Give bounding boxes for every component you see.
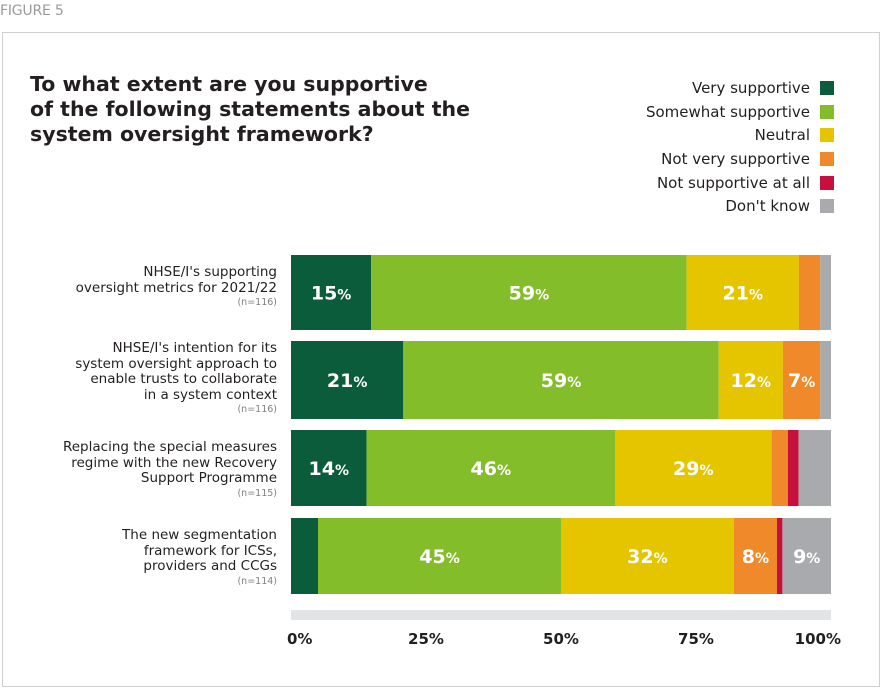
bar-segment	[318, 518, 561, 594]
data-label: 46%	[471, 458, 511, 480]
data-label: 21%	[723, 283, 763, 305]
bar-segment	[733, 518, 777, 594]
x-tick-label: 25%	[408, 630, 444, 648]
data-label: 32%	[627, 546, 667, 568]
data-label: 14%	[309, 458, 349, 480]
row-sample-size: (n=116)	[237, 297, 277, 308]
legend-swatch	[820, 151, 834, 166]
row-sample-size: (n=116)	[237, 404, 277, 415]
bar-segment	[615, 430, 772, 506]
legend-swatch	[820, 128, 834, 143]
legend-swatch	[820, 199, 834, 214]
legend-label: Not very supportive	[661, 149, 810, 168]
x-tick-label: 0%	[287, 630, 312, 648]
legend-label: Not supportive at all	[656, 173, 810, 192]
x-tick-label: 100%	[795, 630, 841, 648]
row-label-metrics: NHSE/I's supporting oversight metrics fo…	[17, 264, 277, 309]
row-label-line: Support Programme	[140, 470, 277, 486]
legend-item-dont-know: Don't know	[646, 194, 834, 218]
data-label: 8%	[742, 546, 769, 568]
row-label-line: NHSE/I's intention for its	[112, 340, 277, 356]
row-label-line: NHSE/I's supporting	[143, 264, 277, 280]
data-label: 29%	[673, 458, 713, 480]
x-tick-label: 75%	[678, 630, 714, 648]
legend-item-somewhat-supportive: Somewhat supportive	[646, 100, 834, 124]
legend-item-not-supportive-at-all: Not supportive at all	[646, 171, 834, 195]
bar-segment	[820, 255, 831, 330]
row-label-line: system oversight approach to	[75, 355, 277, 372]
data-label: 7%	[788, 370, 815, 392]
bar-segment	[782, 341, 821, 419]
chart-title: To what extent are you supportive of the…	[30, 72, 480, 147]
data-label: 59%	[509, 283, 549, 305]
data-label: 59%	[541, 370, 581, 392]
bar-segment	[718, 341, 783, 419]
legend-swatch	[820, 80, 834, 95]
data-label: 45%	[419, 546, 459, 568]
legend-item-very-supportive: Very supportive	[646, 76, 834, 100]
row-label-line: oversight metrics for 2021/22	[75, 279, 277, 296]
bar-segment	[291, 255, 372, 330]
data-label: 15%	[311, 283, 351, 305]
bar-segment	[777, 518, 783, 594]
row-label-line: The new segmentation	[122, 527, 277, 543]
legend-item-not-very-supportive: Not very supportive	[646, 147, 834, 171]
figure-frame	[2, 32, 880, 687]
bar-segment	[371, 255, 687, 330]
bar-segment	[291, 518, 318, 594]
row-label-line: in a system context	[143, 386, 277, 403]
row-label-segmentation: The new segmentation framework for ICSs,…	[17, 527, 277, 588]
row-label-line: providers and CCGs	[143, 558, 277, 574]
bar-segment	[403, 341, 719, 419]
chart-title-line: system oversight framework?	[30, 122, 374, 146]
row-sample-size: (n=115)	[237, 487, 277, 499]
bar-segment	[291, 341, 404, 419]
legend-label: Somewhat supportive	[645, 102, 810, 121]
data-label: 12%	[731, 370, 771, 392]
row-sample-size: (n=114)	[237, 575, 277, 587]
data-label: 9%	[793, 546, 820, 568]
legend-swatch	[820, 175, 834, 190]
bar-segment	[798, 255, 821, 330]
legend-swatch	[820, 104, 834, 119]
x-tick-label: 50%	[543, 630, 579, 648]
bar-segment	[366, 430, 615, 506]
row-label-line: regime with the new Recovery	[71, 454, 277, 471]
figure-label: FIGURE 5	[0, 3, 64, 19]
chart-title-line: To what extent are you supportive	[30, 72, 428, 96]
row-label-special-measures: Replacing the special measures regime wi…	[17, 439, 277, 500]
row-label-intention: NHSE/I's intention for its system oversi…	[17, 340, 277, 416]
bar-segment	[820, 341, 831, 419]
bar-segment	[798, 430, 831, 506]
chart-legend: Very supportive Somewhat supportive Neut…	[646, 76, 834, 218]
data-label: 21%	[327, 370, 367, 392]
bar-segment	[787, 430, 799, 506]
legend-label: Neutral	[754, 126, 810, 145]
row-label-line: enable trusts to collaborate	[90, 371, 277, 387]
bar-segment	[782, 518, 831, 594]
row-label-line: framework for ICSs,	[143, 542, 277, 559]
legend-item-neutral: Neutral	[646, 123, 834, 147]
axis-track	[291, 610, 831, 620]
bar-segment	[771, 430, 788, 506]
bar-segment	[291, 430, 367, 506]
legend-label: Don't know	[725, 197, 810, 216]
chart-title-line: of the following statements about the	[30, 97, 471, 121]
bar-segment	[686, 255, 799, 330]
bar-segment	[561, 518, 734, 594]
legend-label: Very supportive	[691, 78, 810, 97]
row-label-line: Replacing the special measures	[62, 439, 277, 455]
